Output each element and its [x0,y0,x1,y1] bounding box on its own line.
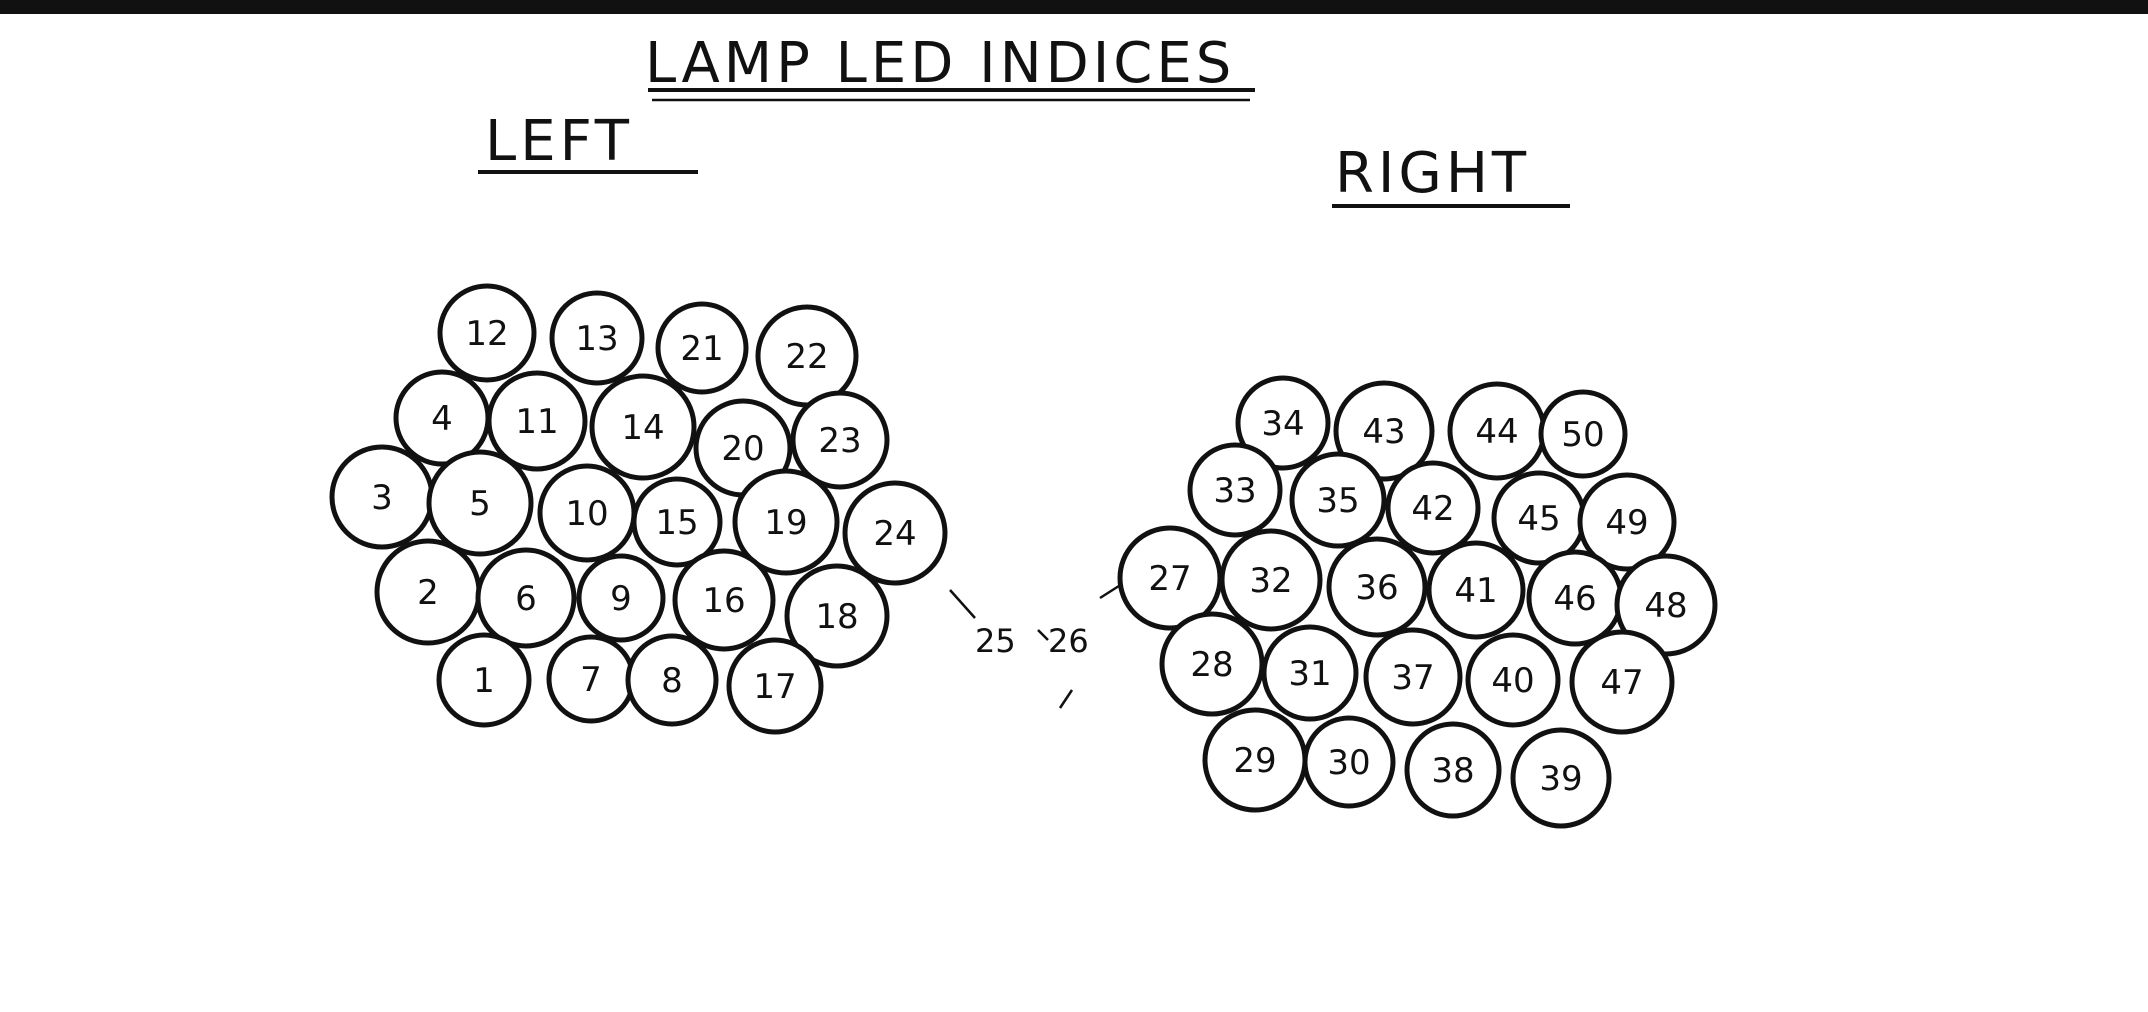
led-label-16: 16 [702,581,745,621]
connector-tick-26 [1037,582,1123,641]
led-label-14: 14 [621,408,664,448]
led-label-34: 34 [1261,404,1304,444]
led-circle-23 [790,390,890,490]
led-circle-30 [1302,715,1396,809]
led-circle-50 [1538,389,1628,479]
led-label-49: 49 [1605,503,1648,543]
led-circle-18 [784,563,890,669]
led-label-38: 38 [1431,751,1474,791]
led-label-31: 31 [1288,654,1331,694]
left-heading: LEFT [485,109,633,174]
led-label-48: 48 [1644,586,1687,626]
led-circle-15 [631,476,723,568]
led-circle-32 [1219,528,1323,632]
led-circle-35 [1289,451,1387,549]
led-circle-16 [672,548,776,652]
led-label-20: 20 [721,429,764,469]
led-label-19: 19 [764,503,807,543]
led-circle-1 [436,632,532,728]
top-dark-band [0,0,2148,14]
led-label-10: 10 [565,494,608,534]
led-label-7: 7 [580,660,602,700]
led-circle-42 [1385,460,1481,556]
led-label-32: 32 [1249,561,1292,601]
led-label-3: 3 [371,478,393,518]
led-circle-9 [576,553,666,643]
led-label-27: 27 [1148,559,1191,599]
led-label-30: 30 [1327,743,1370,783]
led-circle-34 [1235,375,1331,471]
led-label-43: 43 [1362,412,1405,452]
led-label-11: 11 [515,402,558,442]
led-label-39: 39 [1539,759,1582,799]
led-label-41: 41 [1454,571,1497,611]
led-label-50: 50 [1561,415,1604,455]
led-label-47: 47 [1600,663,1643,703]
led-label-40: 40 [1491,661,1534,701]
diagram-title: LAMP LED INDICES [645,31,1235,96]
connector-label-25: 25 [975,622,1016,660]
led-circle-8 [625,633,719,727]
led-circle-36 [1326,536,1428,638]
led-circle-5 [426,449,534,557]
led-circle-39 [1510,727,1612,829]
led-label-28: 28 [1190,645,1233,685]
right-heading: RIGHT [1335,141,1530,206]
led-label-12: 12 [465,314,508,354]
led-label-42: 42 [1411,489,1454,529]
right-led-cluster: 34 43 44 50 33 35 42 45 49 27 32 36 41 46 48 28 31 37 40 47… [1117,375,1718,829]
led-label-4: 4 [431,399,453,439]
led-label-35: 35 [1316,481,1359,521]
led-circle-33 [1187,442,1283,538]
led-label-44: 44 [1475,412,1518,452]
led-label-18: 18 [815,597,858,637]
led-circle-40 [1465,632,1561,728]
led-label-13: 13 [575,319,618,359]
led-circle-31 [1261,624,1359,722]
led-circle-38 [1404,721,1502,819]
led-label-22: 22 [785,337,828,377]
led-circle-13 [549,290,645,386]
led-circle-47 [1569,629,1675,735]
led-label-9: 9 [610,579,632,619]
led-label-45: 45 [1517,499,1560,539]
led-circle-12 [437,283,537,383]
led-label-36: 36 [1355,568,1398,608]
led-circle-24 [842,480,948,586]
led-label-46: 46 [1553,579,1596,619]
led-label-21: 21 [680,329,723,369]
led-label-23: 23 [818,421,861,461]
led-circle-14 [589,373,697,481]
led-label-15: 15 [655,503,698,543]
led-label-8: 8 [661,661,683,701]
connector-label-26: 26 [1048,622,1089,660]
led-label-6: 6 [515,579,537,619]
led-label-24: 24 [873,514,916,554]
led-circle-11 [486,370,588,472]
led-circle-17 [726,637,824,735]
led-label-5: 5 [469,484,491,524]
led-label-17: 17 [753,667,796,707]
led-label-33: 33 [1213,471,1256,511]
connector-tick-lower [1058,689,1074,709]
led-circle-19 [732,468,840,576]
led-circle-49 [1577,472,1677,572]
led-label-29: 29 [1233,741,1276,781]
led-circle-6 [475,547,577,649]
led-circle-28 [1159,611,1265,717]
led-circle-37 [1363,627,1463,727]
led-label-2: 2 [417,573,439,613]
led-circle-41 [1426,540,1526,640]
led-circle-21 [655,301,749,395]
connector-tick-25 [949,589,976,619]
led-label-1: 1 [473,661,495,701]
led-circle-43 [1333,380,1435,482]
led-label-37: 37 [1391,658,1434,698]
